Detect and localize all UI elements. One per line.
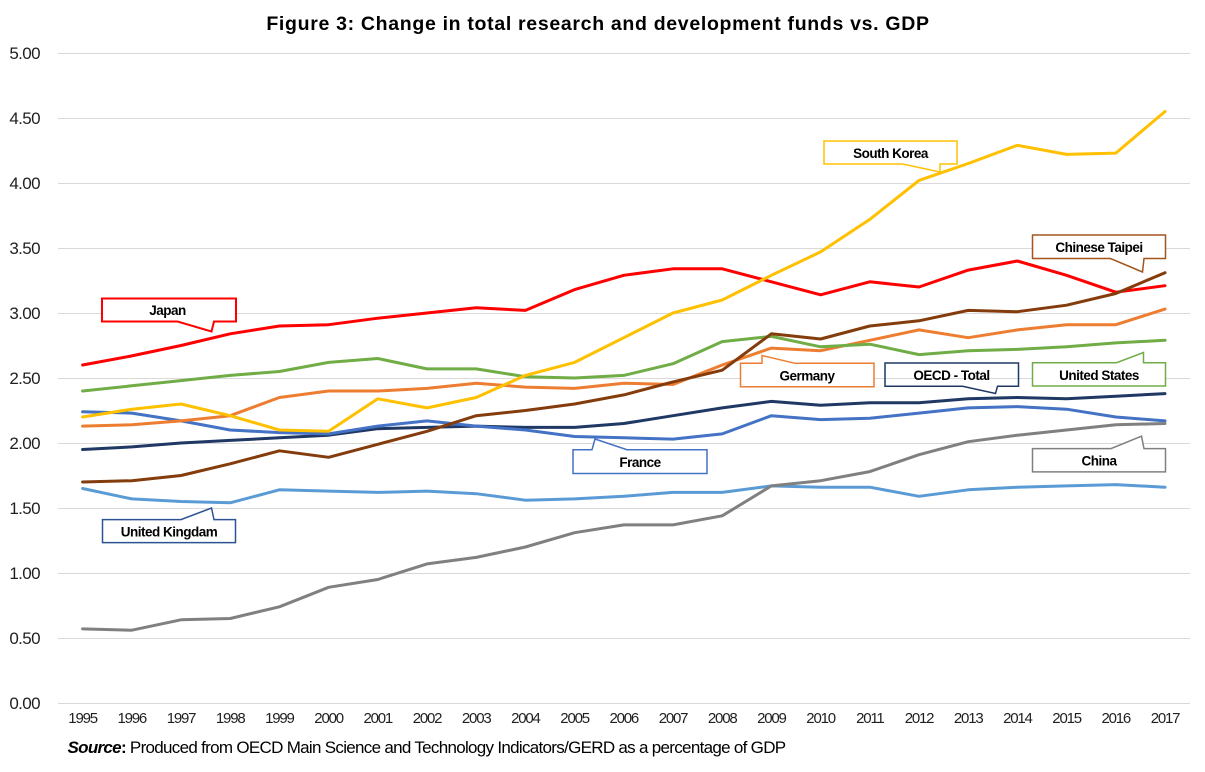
svg-text:2011: 2011 (856, 710, 884, 727)
svg-text:2016: 2016 (1102, 710, 1131, 727)
svg-text:Japan: Japan (149, 303, 186, 318)
svg-text:United States: United States (1059, 368, 1139, 383)
svg-text:1998: 1998 (216, 710, 245, 727)
svg-text:1999: 1999 (265, 710, 294, 727)
svg-text:2017: 2017 (1151, 710, 1180, 727)
svg-text:France: France (619, 455, 661, 470)
svg-text:2000: 2000 (314, 710, 343, 727)
svg-text:Chinese Taipei: Chinese Taipei (1055, 240, 1142, 255)
svg-text:2007: 2007 (659, 710, 688, 727)
svg-text:2001: 2001 (364, 710, 393, 727)
svg-text:2006: 2006 (610, 710, 639, 727)
svg-text:3.00: 3.00 (9, 304, 40, 323)
svg-text:1.00: 1.00 (9, 564, 40, 583)
svg-text:2003: 2003 (462, 710, 491, 727)
svg-text:2015: 2015 (1052, 710, 1081, 727)
svg-text:2014: 2014 (1003, 710, 1032, 727)
svg-text:4.00: 4.00 (9, 174, 40, 193)
svg-text:2012: 2012 (905, 710, 934, 727)
svg-text:Figure 3: Change in total rese: Figure 3: Change in total research and d… (266, 13, 929, 35)
svg-text:3.50: 3.50 (9, 239, 40, 258)
svg-text:2008: 2008 (708, 710, 737, 727)
svg-text:0.50: 0.50 (9, 629, 40, 648)
svg-text:2002: 2002 (413, 710, 442, 727)
svg-text:2005: 2005 (560, 710, 589, 727)
svg-text:OECD - Total: OECD - Total (913, 368, 989, 383)
svg-text:1997: 1997 (167, 710, 196, 727)
svg-text:Source: Produced from OECD Mai: Source: Produced from OECD Main Science … (68, 738, 786, 757)
svg-text:2010: 2010 (806, 710, 835, 727)
svg-text:1995: 1995 (68, 710, 97, 727)
svg-text:2013: 2013 (954, 710, 983, 727)
svg-text:4.50: 4.50 (9, 109, 40, 128)
svg-text:1996: 1996 (118, 710, 147, 727)
svg-text:2004: 2004 (511, 710, 540, 727)
svg-text:2.50: 2.50 (9, 369, 40, 388)
svg-text:China: China (1081, 454, 1117, 469)
svg-text:0.00: 0.00 (9, 694, 40, 713)
svg-text:2.00: 2.00 (9, 434, 40, 453)
svg-text:United Kingdam: United Kingdam (121, 525, 218, 540)
svg-text:South Korea: South Korea (853, 146, 929, 161)
svg-text:1.50: 1.50 (9, 499, 40, 518)
svg-text:Germany: Germany (779, 369, 835, 384)
svg-text:2009: 2009 (757, 710, 786, 727)
svg-text:5.00: 5.00 (9, 44, 40, 63)
